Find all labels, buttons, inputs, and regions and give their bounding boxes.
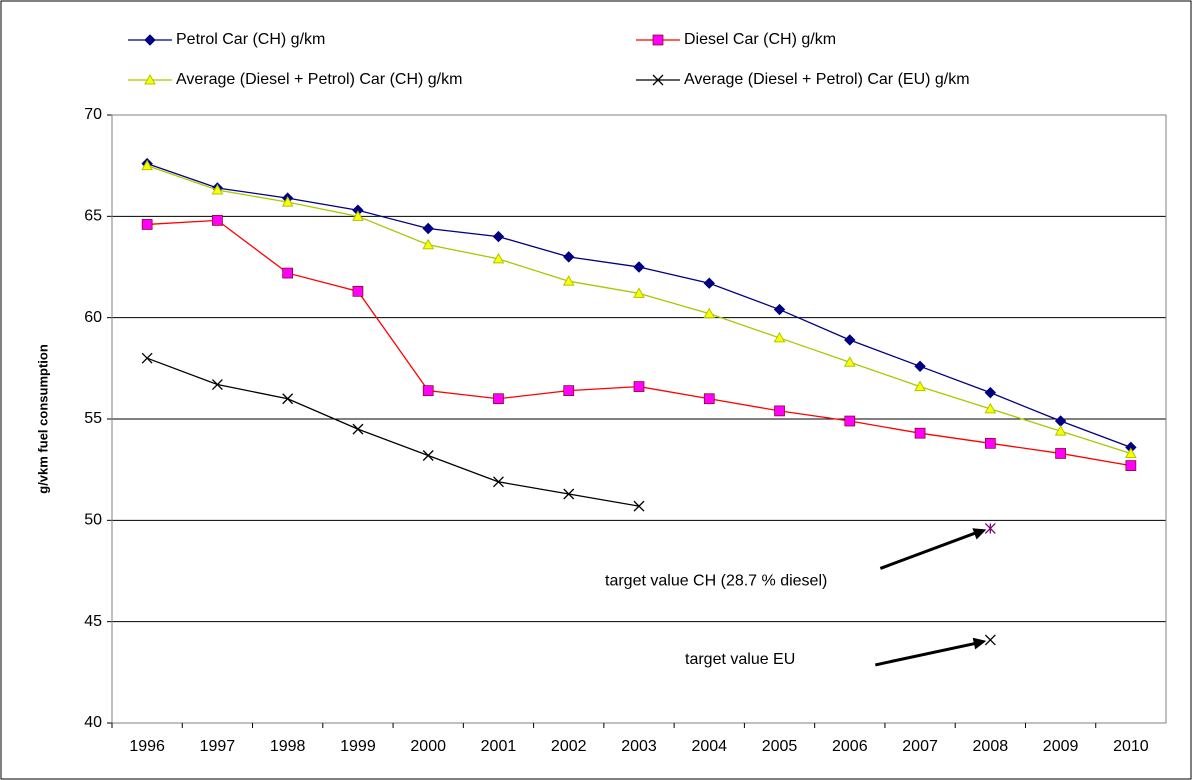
x-tick-label: 2000	[410, 738, 446, 755]
x-tick-label: 1999	[340, 738, 376, 755]
data-point	[1125, 447, 1137, 458]
data-point	[633, 287, 645, 298]
data-point	[844, 334, 856, 346]
data-point	[281, 196, 294, 207]
data-point	[352, 423, 364, 435]
data-point	[984, 386, 997, 399]
data-point	[633, 261, 645, 273]
x-tick-label: 2005	[762, 738, 798, 755]
data-point	[914, 360, 926, 373]
x-tick-label: 2002	[551, 738, 587, 755]
data-point	[352, 285, 364, 297]
annotation-arrow	[875, 640, 983, 667]
data-point	[211, 183, 224, 195]
data-point	[211, 379, 223, 391]
x-tick-label: 2008	[973, 738, 1009, 755]
x-tick-label: 2004	[691, 738, 727, 755]
annotation-arrowhead	[972, 637, 987, 650]
data-point	[563, 251, 575, 263]
data-point	[422, 238, 435, 250]
legend-marker	[144, 73, 156, 85]
y-axis-label: g/vkm fuel consumption	[35, 344, 50, 494]
data-point	[703, 393, 715, 405]
x-tick-label: 2001	[481, 738, 517, 755]
data-point	[984, 402, 997, 414]
data-point	[703, 277, 715, 289]
annotation: target value CH (28.7 % diesel)	[605, 573, 827, 590]
data-point	[141, 219, 153, 230]
data-point	[1054, 425, 1067, 436]
data-point	[773, 303, 786, 316]
annotation: target value EU	[685, 651, 795, 668]
y-tick-label: 45	[84, 613, 102, 630]
x-tick-label: 1998	[270, 738, 306, 755]
x-tick-label: 1996	[129, 738, 165, 755]
data-point	[282, 393, 294, 405]
x-tick-label: 2007	[902, 738, 938, 755]
data-point	[844, 415, 856, 427]
y-tick-label: 70	[84, 106, 102, 123]
x-tick-label: 2003	[621, 738, 657, 755]
series-line	[146, 357, 640, 507]
legend-label: Average (Diesel + Petrol) Car (CH) g/km	[176, 71, 462, 88]
legend-label: Average (Diesel + Petrol) Car (EU) g/km	[684, 71, 970, 88]
data-point	[493, 393, 504, 405]
target-point	[984, 522, 996, 534]
x-tick-label: 2009	[1043, 738, 1079, 755]
data-point	[633, 500, 645, 512]
data-point	[422, 450, 434, 461]
data-point	[422, 385, 434, 396]
legend-marker	[652, 74, 664, 86]
target-point	[984, 634, 996, 646]
data-point	[563, 385, 575, 396]
plot-area	[111, 114, 1167, 724]
x-tick-label: 2010	[1113, 738, 1149, 755]
x-tick-label: 2006	[832, 738, 868, 755]
data-point	[633, 381, 645, 392]
data-point	[492, 252, 505, 264]
data-point	[914, 427, 926, 439]
data-point	[984, 437, 996, 449]
data-point	[492, 230, 505, 243]
annotation-arrow	[879, 529, 983, 570]
data-point	[1055, 448, 1066, 459]
legend-marker	[144, 34, 156, 46]
data-point	[282, 267, 294, 279]
data-point	[352, 210, 364, 221]
y-tick-label: 65	[84, 208, 102, 225]
y-tick-label: 60	[84, 309, 102, 326]
legend-label: Diesel Car (CH) g/km	[684, 31, 836, 48]
y-tick-label: 40	[84, 714, 102, 731]
data-point	[773, 331, 786, 343]
data-point	[422, 222, 434, 235]
data-point	[562, 275, 575, 286]
data-point	[563, 488, 575, 500]
data-point	[141, 352, 153, 364]
legend-marker	[652, 34, 664, 46]
data-point	[914, 380, 926, 392]
data-point	[774, 405, 785, 417]
data-point	[212, 215, 223, 226]
data-point	[493, 476, 504, 488]
annotation-arrowhead	[972, 528, 987, 540]
data-point	[1125, 460, 1137, 471]
legend-label: Petrol Car (CH) g/km	[176, 31, 325, 48]
x-tick-label: 1997	[200, 738, 236, 755]
data-point	[141, 159, 153, 171]
data-point	[843, 356, 856, 367]
y-tick-label: 55	[84, 410, 102, 427]
y-tick-label: 50	[84, 512, 102, 529]
data-point	[703, 307, 716, 319]
